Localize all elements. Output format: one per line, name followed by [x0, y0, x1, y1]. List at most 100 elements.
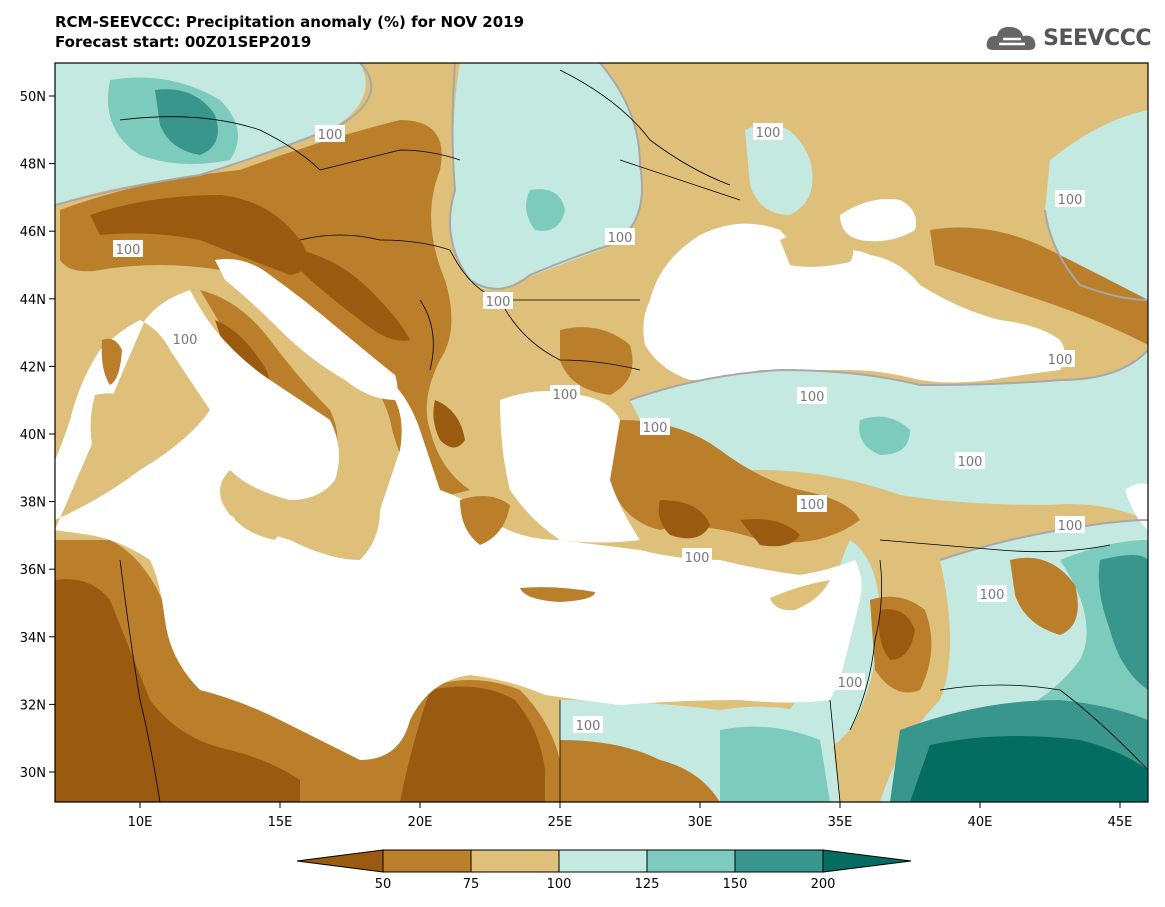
wet-area-romania-ukraine: [450, 63, 642, 290]
moderate-wet-anatolia: [859, 416, 910, 455]
lon-label: 10E: [128, 815, 153, 830]
contour-label: 100: [800, 390, 825, 405]
contour-label-bg: [1055, 516, 1085, 533]
map-field: [55, 63, 1148, 802]
island-sardinia: [90, 393, 131, 466]
lon-label: 45E: [1108, 815, 1133, 830]
contour-label-bg: [977, 585, 1007, 602]
contour-label: 100: [318, 128, 343, 143]
contour-label-bg: [170, 330, 200, 347]
map-frame: [54, 62, 1149, 803]
legend-swatch: [558, 849, 648, 873]
contour-label-bg: [1055, 190, 1085, 207]
contour-label-bg: [797, 495, 827, 512]
dry-area-iraq: [1010, 557, 1078, 635]
very-dry-alps: [90, 195, 308, 275]
moderate-wet-romania: [526, 189, 565, 231]
map-title: RCM-SEEVCCC: Precipitation anomaly (%) f…: [55, 12, 524, 52]
adriatic-sea: [215, 259, 398, 400]
contour-label-bg: [573, 716, 603, 733]
cloud-logo-icon: [986, 26, 1036, 50]
contour-label-bg: [1045, 350, 1075, 367]
country-borders: [119, 69, 1148, 802]
lat-label: 36N: [20, 563, 46, 578]
lon-label: 20E: [408, 815, 433, 830]
lon-label: 40E: [968, 815, 993, 830]
lat-label: 42N: [20, 360, 46, 375]
lon-label: 35E: [828, 815, 853, 830]
contour-labels: 100 100 100 100 100 100 100 100 100 100 100 100 100 1…: [113, 123, 1085, 734]
contour-label: 100: [1058, 193, 1083, 208]
latitude-axis: 50N 48N 46N 44N 42N 40N 38N 36N 34N 32N 30N: [20, 90, 55, 781]
contour-label-bg: [955, 452, 985, 469]
very-wet-alps: [155, 89, 218, 155]
contour-label: 100: [756, 126, 781, 141]
lon-label: 25E: [548, 815, 573, 830]
contour-label: 100: [173, 333, 198, 348]
title-line-2: Forecast start: 00Z01SEP2019: [55, 33, 312, 51]
seevccc-logo: SEEVCCC: [985, 22, 1151, 54]
contour-label-bg: [797, 387, 827, 404]
aegean-sea: [500, 391, 640, 543]
sea-of-azov: [840, 199, 916, 242]
contour-label-bg: [835, 673, 865, 690]
contour-label: 100: [1048, 353, 1073, 368]
legend-tick-label: 200: [811, 877, 836, 892]
logo-text: SEEVCCC: [1043, 25, 1151, 51]
legend-tick-label: 100: [547, 877, 572, 892]
legend-tick-label: 150: [723, 877, 748, 892]
black-sea: [643, 223, 1065, 383]
very-dry-algeria: [55, 579, 300, 802]
contour-label: 100: [608, 231, 633, 246]
moderate-wet-sinai: [720, 726, 830, 802]
very-dry-anatolia: [658, 500, 710, 539]
lat-label: 30N: [20, 766, 46, 781]
very-dry-greece: [433, 400, 465, 448]
very-dry-libya: [400, 686, 545, 802]
legend-swatch: [296, 849, 384, 873]
contour-label-bg: [315, 125, 345, 142]
extreme-wet-arabia: [910, 736, 1148, 802]
legend-swatch: [646, 849, 736, 873]
lat-label: 48N: [20, 158, 46, 173]
lat-label: 32N: [20, 698, 46, 713]
contour-label: 100: [958, 455, 983, 470]
dry-area-bulgaria: [560, 327, 633, 395]
legend-tick-label: 75: [463, 877, 480, 892]
title-line-1: RCM-SEEVCCC: Precipitation anomaly (%) f…: [55, 13, 525, 31]
contour-label-bg: [682, 548, 712, 565]
lat-label: 50N: [20, 90, 46, 105]
legend-tick-label: 125: [635, 877, 660, 892]
legend-swatch: [470, 849, 560, 873]
contour-label: 100: [800, 498, 825, 513]
contour-label-bg: [640, 418, 670, 435]
contour-label: 100: [576, 719, 601, 734]
lat-label: 38N: [20, 496, 46, 511]
contour-label-bg: [605, 228, 635, 245]
dry-area-egypt: [560, 740, 720, 802]
very-dry-croatia: [300, 250, 410, 341]
mediterranean-sea: [55, 290, 862, 760]
legend-swatch: [734, 849, 824, 873]
contour-label-bg: [550, 385, 580, 402]
lat-label: 46N: [20, 225, 46, 240]
contour-label: 100: [643, 421, 668, 436]
legend-swatch: [382, 849, 472, 873]
lat-label: 40N: [20, 428, 46, 443]
lon-label: 15E: [268, 815, 293, 830]
contour-label: 100: [685, 551, 710, 566]
island-cyprus: [770, 580, 830, 611]
contour-label-bg: [113, 240, 143, 257]
contour-label: 100: [116, 243, 141, 258]
contour-label: 100: [553, 388, 578, 403]
contour-label: 100: [980, 588, 1005, 603]
contour-label: 100: [838, 676, 863, 691]
wet-area-crimea-north: [745, 124, 813, 215]
lat-label: 34N: [20, 631, 46, 646]
color-legend: 50 75 100 125 150 200: [296, 849, 912, 892]
island-crete: [520, 587, 595, 602]
caspian-sea-edge: [1125, 483, 1148, 530]
legend-tick-label: 50: [375, 877, 392, 892]
very-dry-lebanon: [878, 609, 915, 660]
